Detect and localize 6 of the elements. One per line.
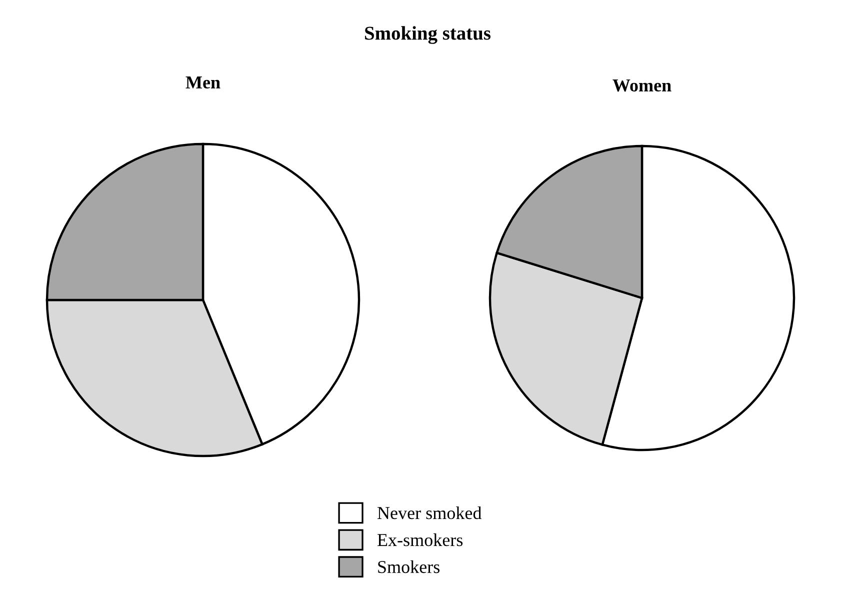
legend-label: Ex-smokers [377, 533, 463, 546]
legend-label: Never smoked [377, 506, 482, 520]
slice-label: Men [186, 76, 220, 88]
legend-label: Smokers [378, 560, 440, 574]
slice-label: Women [612, 80, 672, 92]
chart-title: Smoking status [365, 26, 491, 44]
